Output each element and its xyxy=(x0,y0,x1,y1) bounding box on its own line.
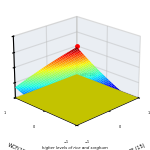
Y-axis label: WCF(15): WCF(15) xyxy=(6,142,28,150)
Text: higher levels of rice and sorghum: higher levels of rice and sorghum xyxy=(42,146,108,150)
X-axis label: MF (15): MF (15) xyxy=(127,143,146,150)
